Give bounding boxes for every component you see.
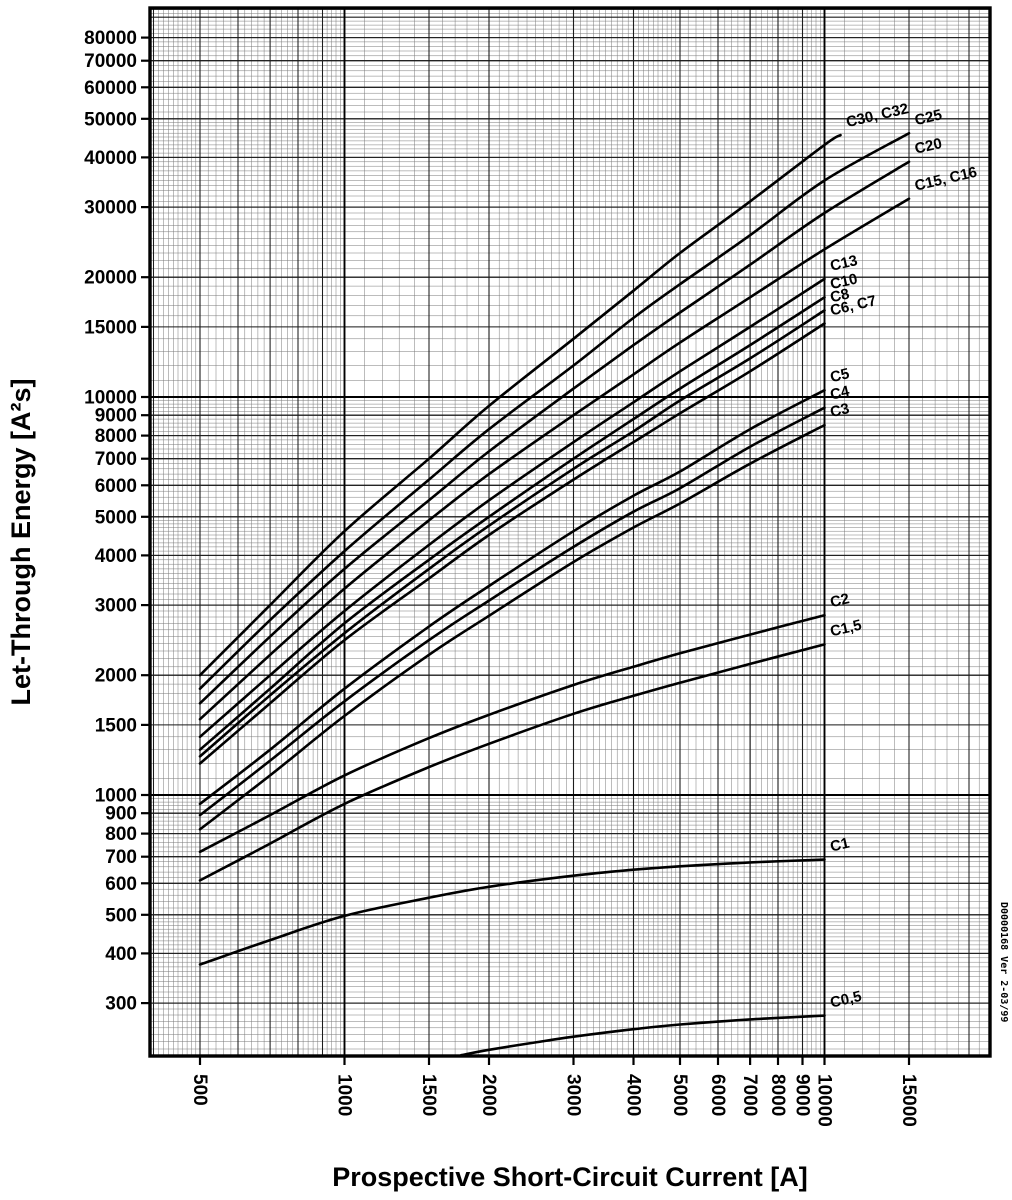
curve-label-C2: C2	[829, 590, 852, 611]
y-tick-label: 80000	[84, 28, 137, 49]
doc-stamp: D0000168 Ver 2-03/99	[998, 902, 1009, 1022]
x-tick-label: 3000	[563, 1074, 584, 1116]
y-tick-label: 6000	[95, 476, 137, 497]
y-tick-label: 9000	[95, 406, 137, 427]
y-tick-label: 8000	[95, 426, 137, 447]
curve-C25	[198, 131, 911, 690]
y-tick-label: 600	[105, 874, 137, 895]
y-tick-label: 70000	[84, 51, 137, 72]
x-tick-label: 8000	[767, 1074, 788, 1116]
x-tick-label: 10000	[814, 1074, 835, 1127]
curve-label-C3: C3	[829, 400, 852, 421]
y-tick-label: 40000	[84, 148, 137, 169]
curve-C1-5	[198, 643, 826, 882]
y-tick-label: 4000	[95, 546, 137, 567]
x-tick-label: 500	[189, 1074, 210, 1106]
y-tick-label: 20000	[84, 268, 137, 289]
curves-layer	[198, 131, 911, 1056]
curve-C2	[198, 613, 826, 854]
curve-label-C8: C8	[829, 285, 852, 306]
y-tick-label: 10000	[84, 388, 137, 409]
y-tick-label: 700	[105, 847, 137, 868]
y-tick-label: 1000	[95, 786, 137, 807]
curve-C30-C32	[198, 133, 842, 677]
curve-label-C20: C20	[913, 135, 944, 158]
y-tick-label: 900	[105, 804, 137, 825]
x-tick-label: 1500	[418, 1074, 439, 1116]
y-tick-label: 2000	[95, 666, 137, 687]
x-tick-label: 5000	[669, 1074, 690, 1116]
curve-C15-C16	[198, 197, 911, 721]
x-tick-label: 6000	[707, 1074, 728, 1116]
y-tick-label: 1500	[95, 715, 137, 736]
curve-label-C4: C4	[829, 383, 852, 404]
x-tick-label: 9000	[792, 1074, 813, 1116]
curve-C13	[198, 277, 826, 739]
curve-C10	[198, 296, 826, 751]
y-tick-label: 7000	[95, 449, 137, 470]
y-tick-label: 60000	[84, 78, 137, 99]
curve-C6-C7	[198, 322, 826, 765]
curve-label-C5: C5	[829, 365, 852, 386]
x-tick-label: 7000	[739, 1074, 760, 1116]
curve-C5	[198, 388, 826, 806]
curve-label-C25: C25	[913, 106, 944, 129]
curve-label-C0-5: C0,5	[829, 988, 864, 1012]
tick-layer: 3004005006007008009001000150020003000400…	[84, 28, 919, 1127]
curve-C0-5	[459, 1014, 826, 1056]
x-tick-label: 4000	[623, 1074, 644, 1116]
x-tick-label: 1000	[334, 1074, 355, 1116]
curve-C3	[198, 423, 826, 831]
curve-label-C1-5: C1,5	[829, 617, 864, 641]
curve-C8	[198, 309, 826, 758]
y-tick-label: 800	[105, 824, 137, 845]
curve-label-C30-C32: C30, C32	[845, 100, 911, 131]
curve-C1	[198, 858, 826, 966]
y-tick-label: 3000	[95, 596, 137, 617]
y-tick-label: 400	[105, 944, 137, 965]
grid-layer	[148, 6, 992, 1058]
curve-C20	[198, 160, 911, 705]
x-tick-label: 2000	[478, 1074, 499, 1116]
y-tick-label: 50000	[84, 109, 137, 130]
x-tick-label: 15000	[898, 1074, 919, 1127]
y-tick-label: 300	[105, 994, 137, 1015]
y-axis-title: Let-Through Energy [A²s]	[6, 379, 36, 706]
curve-label-C10: C10	[829, 270, 860, 293]
y-tick-label: 15000	[84, 317, 137, 338]
y-tick-label: 30000	[84, 198, 137, 219]
curve-C4	[198, 406, 826, 817]
curve-label-C13: C13	[829, 252, 860, 275]
y-tick-label: 5000	[95, 507, 137, 528]
y-tick-label: 500	[105, 905, 137, 926]
plot-frame	[148, 6, 992, 1058]
curve-label-C1: C1	[829, 835, 852, 856]
x-axis-title: Prospective Short-Circuit Current [A]	[332, 1162, 808, 1192]
